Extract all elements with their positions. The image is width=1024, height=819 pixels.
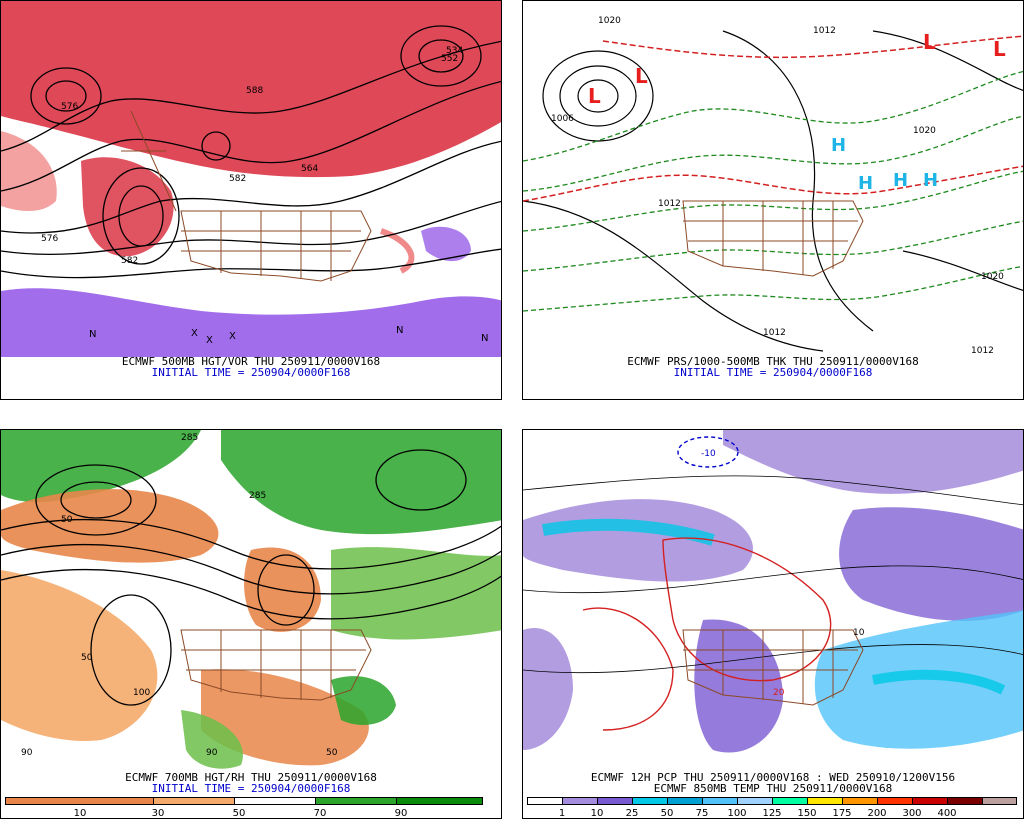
caption-line2: ECMWF 850MB TEMP THU 250911/0000V168 bbox=[653, 782, 893, 795]
map-prs-thk: 1020 1012 1006 1020 1012 1012 1020 1012 … bbox=[523, 16, 1023, 356]
high-center: H bbox=[858, 173, 873, 194]
colorbar-label: 300 bbox=[902, 808, 922, 819]
caption-line2: INITIAL TIME = 250904/0000F168 bbox=[673, 366, 873, 379]
panel-prs-thk: 1020 1012 1006 1020 1012 1012 1020 1012 … bbox=[522, 0, 1024, 400]
colorbar-label: 75 bbox=[695, 808, 709, 819]
colorbar-label: 90 bbox=[394, 808, 408, 819]
contour-label: -10 bbox=[701, 449, 716, 459]
colorbar-label: 25 bbox=[625, 808, 639, 819]
colorbar-cell bbox=[527, 797, 563, 805]
contour-label: 90 bbox=[21, 748, 33, 758]
contour-label: 552 bbox=[441, 54, 458, 64]
colorbar-label: 30 bbox=[151, 808, 165, 819]
contour-label: 564 bbox=[301, 164, 318, 174]
low-center: L bbox=[923, 30, 936, 54]
contour-label: 1020 bbox=[913, 126, 936, 136]
caption-line1: ECMWF PRS/1000-500MB THK THU 250911/0000… bbox=[627, 355, 919, 368]
colorbar-cell bbox=[807, 797, 843, 805]
contour-label: 582 bbox=[121, 256, 138, 266]
contour-label: 50 bbox=[81, 653, 93, 663]
colorbar-cell bbox=[912, 797, 948, 805]
contour-label: 1020 bbox=[598, 16, 621, 26]
colorbar-cell bbox=[315, 797, 397, 805]
marker-n: N bbox=[396, 325, 403, 336]
map-12h-pcp-850-temp: -10 20 10 bbox=[523, 430, 1023, 773]
colorbar-label: 175 bbox=[832, 808, 852, 819]
colorbar-label: 70 bbox=[313, 808, 327, 819]
colorbar-cell bbox=[562, 797, 598, 805]
marker-x: X bbox=[229, 331, 236, 342]
colorbar-cell bbox=[877, 797, 913, 805]
colorbar-label: 100 bbox=[727, 808, 747, 819]
colorbar-cell bbox=[396, 797, 483, 805]
colorbar-cell bbox=[702, 797, 738, 805]
contour-label: 588 bbox=[246, 86, 263, 96]
high-center: H bbox=[893, 170, 908, 191]
contour-label: 10 bbox=[853, 628, 865, 638]
colorbar-cell bbox=[632, 797, 668, 805]
contour-label: 1012 bbox=[971, 346, 994, 356]
contour-label: 1012 bbox=[813, 26, 836, 36]
contour-label: 285 bbox=[249, 491, 266, 501]
contour-label: 50 bbox=[326, 748, 338, 758]
contour-label: 100 bbox=[133, 688, 150, 698]
colorbar-cell bbox=[982, 797, 1017, 805]
contour-label: 576 bbox=[41, 234, 58, 244]
colorbar-label: 200 bbox=[867, 808, 887, 819]
contour-label: 90 bbox=[206, 748, 218, 758]
marker-x: X bbox=[206, 335, 213, 346]
contour-label: 576 bbox=[61, 102, 78, 112]
contour-label: 285 bbox=[181, 433, 198, 443]
colorbar-label: 400 bbox=[937, 808, 957, 819]
contour-label: 582 bbox=[229, 174, 246, 184]
low-center: L bbox=[635, 64, 648, 88]
colorbar-cell bbox=[842, 797, 878, 805]
colorbar-label: 125 bbox=[762, 808, 782, 819]
colorbar-label: 1 bbox=[558, 808, 566, 819]
contour-label: 1020 bbox=[981, 272, 1004, 282]
caption-line2: INITIAL TIME = 250904/0000F168 bbox=[151, 782, 351, 795]
colorbar-pcp: 1 10 25 50 75 100 125 150 175 200 300 40… bbox=[527, 797, 1017, 819]
caption-line1: ECMWF 700MB HGT/RH THU 250911/0000V168 bbox=[125, 771, 377, 784]
colorbar-label: 10 bbox=[590, 808, 604, 819]
caption-line2: INITIAL TIME = 250904/0000F168 bbox=[151, 366, 351, 379]
colorbar-cell bbox=[5, 797, 154, 805]
colorbar-cell bbox=[947, 797, 983, 805]
contour-label: 534 bbox=[446, 46, 463, 56]
caption-line1: ECMWF 12H PCP THU 250911/0000V168 : WED … bbox=[590, 771, 956, 784]
high-center: H bbox=[923, 170, 938, 191]
colorbar-label: 10 bbox=[73, 808, 87, 819]
colorbar-label: 50 bbox=[660, 808, 674, 819]
map-700mb-hgt-rh: 285 285 50 50 90 50 100 90 bbox=[1, 430, 501, 773]
map-500mb-hgt-vor: 576 582 588 564 552 534 576 582 X X X N … bbox=[1, 1, 501, 357]
low-center: L bbox=[993, 37, 1006, 61]
panel-700mb-hgt-rh: 285 285 50 50 90 50 100 90 ECMWF 700MB H… bbox=[0, 429, 502, 819]
contour-label: 20 bbox=[773, 688, 785, 698]
colorbar-cell bbox=[597, 797, 633, 805]
colorbar-cell bbox=[667, 797, 703, 805]
contour-label: 1012 bbox=[658, 199, 681, 209]
caption-line1: ECMWF 500MB HGT/VOR THU 250911/0000V168 bbox=[121, 355, 381, 368]
panel-500mb-hgt-vor: 576 582 588 564 552 534 576 582 X X X N … bbox=[0, 0, 502, 400]
high-center: H bbox=[831, 135, 846, 156]
colorbar-cell bbox=[153, 797, 235, 805]
colorbar-rh: 10 30 50 70 90 bbox=[5, 797, 483, 819]
colorbar-cell bbox=[737, 797, 773, 805]
marker-x: X bbox=[191, 328, 198, 339]
contour-label: 1012 bbox=[763, 328, 786, 338]
marker-n: N bbox=[481, 333, 488, 344]
contour-label: 50 bbox=[61, 515, 73, 525]
marker-n: N bbox=[89, 329, 96, 340]
colorbar-cell bbox=[234, 797, 316, 805]
colorbar-label: 50 bbox=[232, 808, 246, 819]
contour-label: 1006 bbox=[551, 114, 574, 124]
colorbar-label: 150 bbox=[797, 808, 817, 819]
low-center: L bbox=[588, 84, 601, 108]
colorbar-cell bbox=[772, 797, 808, 805]
panel-12h-pcp-850-temp: -10 20 10 ECMWF 12H PCP THU 250911/0000V… bbox=[522, 429, 1024, 819]
